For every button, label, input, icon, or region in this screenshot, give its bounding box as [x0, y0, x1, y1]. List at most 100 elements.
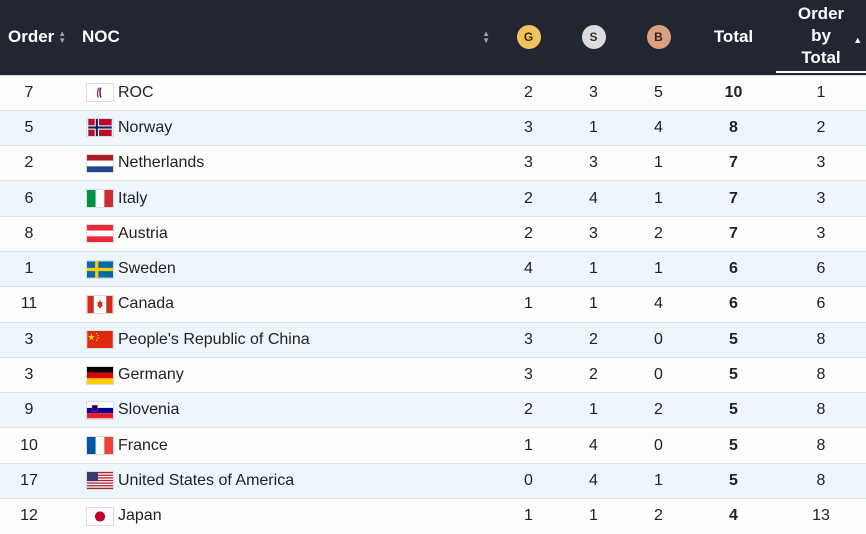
gold-count-cell: 3 — [496, 356, 561, 393]
silver-count-cell: 3 — [561, 215, 626, 252]
table-row[interactable]: 17 United States of America 0 4 1 5 8 — [0, 462, 866, 499]
gold-count-cell: 3 — [496, 109, 561, 146]
country-name[interactable]: Austria — [118, 224, 168, 242]
order-by-total-cell: 6 — [776, 250, 866, 287]
order-by-total-column-header[interactable]: Order by Total ▲ — [776, 0, 866, 75]
country-name[interactable]: Sweden — [118, 260, 176, 278]
order-cell: 10 — [0, 427, 76, 464]
table-row[interactable]: 1 Sweden 4 1 1 6 6 — [0, 250, 866, 287]
order-cell: 5 — [0, 109, 76, 146]
order-by-total-cell: 3 — [776, 215, 866, 252]
table-row[interactable]: 3 People's Republic of China 3 2 0 5 8 — [0, 321, 866, 358]
silver-count-cell: 4 — [561, 180, 626, 217]
noc-cell[interactable]: Slovenia — [76, 392, 496, 428]
gold-count-cell: 1 — [496, 427, 561, 464]
table-row[interactable]: 5 Norway 3 1 4 8 2 — [0, 109, 866, 146]
silver-column-header[interactable]: S — [561, 0, 626, 75]
country-name[interactable]: France — [118, 436, 168, 454]
sort-noc-icon[interactable]: ▲ ▼ — [482, 29, 490, 46]
order-by-total-cell: 8 — [776, 427, 866, 464]
country-name[interactable]: ROC — [118, 83, 154, 101]
noc-cell[interactable]: ROC — [76, 74, 496, 111]
roc-flag-icon — [86, 83, 114, 103]
total-column-header[interactable]: Total — [691, 0, 776, 75]
country-name[interactable]: Slovenia — [118, 401, 180, 419]
usa-flag-icon — [86, 471, 114, 491]
order-by-total-label-line1: Order — [797, 4, 845, 24]
country-name[interactable]: Japan — [118, 507, 162, 525]
noc-cell[interactable]: United States of America — [76, 462, 496, 499]
country-name[interactable]: United States of America — [118, 471, 295, 489]
order-cell: 9 — [0, 392, 76, 428]
bronze-count-cell: 0 — [626, 356, 691, 393]
bronze-count-cell: 1 — [626, 180, 691, 217]
noc-cell[interactable]: Norway — [76, 109, 496, 146]
sort-ascending-icon[interactable]: ▲ — [853, 35, 863, 46]
order-by-total-cell: 6 — [776, 286, 866, 323]
bronze-count-cell: 1 — [626, 250, 691, 287]
table-row[interactable]: 11 Canada 1 1 4 6 6 — [0, 286, 866, 323]
gold-count-cell: 2 — [496, 215, 561, 252]
noc-column-header[interactable]: NOC ▲ ▼ — [76, 0, 496, 75]
order-column-header[interactable]: Order ▲ ▼ — [0, 0, 76, 75]
order-cell: 1 — [0, 250, 76, 287]
noc-cell[interactable]: France — [76, 427, 496, 464]
sweden-flag-icon — [86, 259, 114, 279]
silver-count-cell: 1 — [561, 392, 626, 428]
country-name[interactable]: Germany — [118, 366, 184, 384]
order-by-total-cell: 3 — [776, 180, 866, 217]
total-count-cell: 5 — [691, 392, 776, 428]
noc-cell[interactable]: Netherlands — [76, 145, 496, 181]
total-count-cell: 5 — [691, 462, 776, 499]
bronze-medal-icon: B — [646, 25, 671, 50]
china-flag-icon — [86, 330, 114, 350]
gold-count-cell: 4 — [496, 250, 561, 287]
table-row[interactable]: 8 Austria 2 3 2 7 3 — [0, 215, 866, 252]
order-by-total-label-line3: Total — [801, 48, 841, 68]
total-count-cell: 7 — [691, 180, 776, 217]
table-row[interactable]: 7 ROC 2 3 5 10 1 — [0, 74, 866, 111]
order-cell: 6 — [0, 180, 76, 217]
country-name[interactable]: Italy — [118, 189, 148, 207]
total-count-cell: 6 — [691, 250, 776, 287]
order-by-total-cell: 1 — [776, 74, 866, 111]
noc-cell[interactable]: People's Republic of China — [76, 321, 496, 358]
total-count-cell: 5 — [691, 356, 776, 393]
sort-order-icon[interactable]: ▲ ▼ — [58, 29, 67, 46]
silver-count-cell: 4 — [561, 462, 626, 499]
silver-count-cell: 3 — [561, 145, 626, 181]
noc-cell[interactable]: Canada — [76, 286, 496, 323]
table-row[interactable]: 6 Italy 2 4 1 7 3 — [0, 180, 866, 217]
country-name[interactable]: Canada — [118, 295, 175, 313]
bronze-count-cell: 0 — [626, 321, 691, 358]
silver-count-cell: 1 — [561, 498, 626, 534]
table-row[interactable]: 12 Japan 1 1 2 4 13 — [0, 498, 866, 534]
gold-medal-icon: G — [516, 25, 541, 50]
gold-count-cell: 2 — [496, 392, 561, 428]
country-name[interactable]: Norway — [118, 118, 173, 136]
gold-column-header[interactable]: G — [496, 0, 561, 75]
gold-count-cell: 1 — [496, 286, 561, 323]
noc-cell[interactable]: Japan — [76, 498, 496, 534]
table-row[interactable]: 3 Germany 3 2 0 5 8 — [0, 356, 866, 393]
table-row[interactable]: 2 Netherlands 3 3 1 7 3 — [0, 145, 866, 181]
noc-cell[interactable]: Italy — [76, 180, 496, 217]
bronze-column-header[interactable]: B — [626, 0, 691, 75]
country-name[interactable]: People's Republic of China — [118, 330, 310, 348]
table-row[interactable]: 10 France 1 4 0 5 8 — [0, 427, 866, 464]
country-name[interactable]: Netherlands — [118, 154, 205, 172]
italy-flag-icon — [86, 189, 114, 209]
bronze-count-cell: 4 — [626, 109, 691, 146]
noc-cell[interactable]: Austria — [76, 215, 496, 252]
noc-cell[interactable]: Sweden — [76, 250, 496, 287]
order-cell: 3 — [0, 321, 76, 358]
total-count-cell: 5 — [691, 427, 776, 464]
slovenia-flag-icon — [86, 400, 114, 420]
bronze-count-cell: 1 — [626, 145, 691, 181]
order-by-total-cell: 2 — [776, 109, 866, 146]
order-by-total-cell: 13 — [776, 498, 866, 534]
silver-medal-icon: S — [581, 25, 606, 50]
bronze-count-cell: 1 — [626, 462, 691, 499]
noc-cell[interactable]: Germany — [76, 356, 496, 393]
table-row[interactable]: 9 Slovenia 2 1 2 5 8 — [0, 392, 866, 428]
